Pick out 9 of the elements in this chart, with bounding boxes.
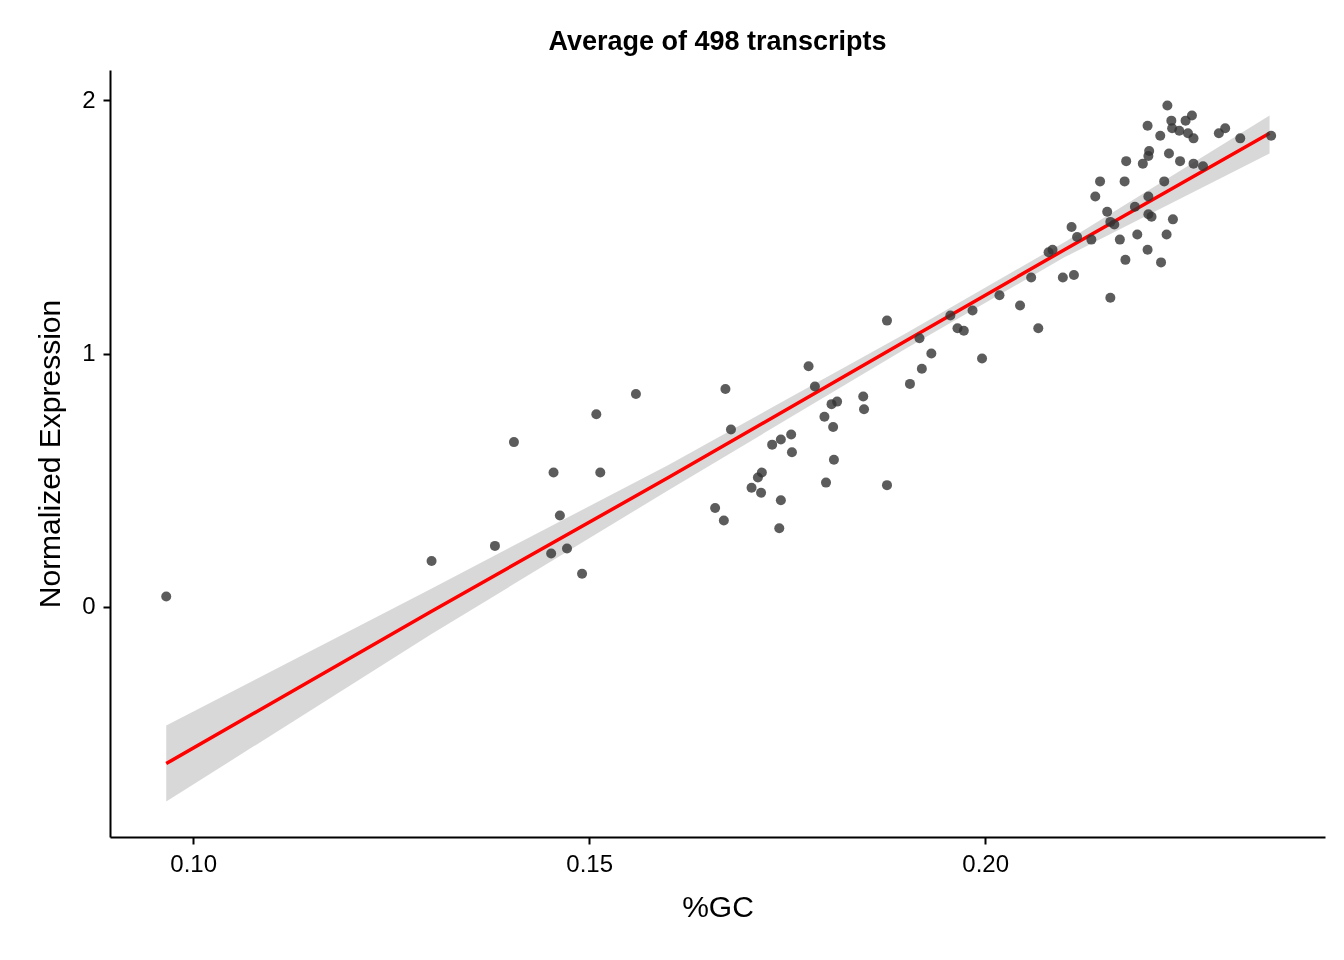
x-tick-label: 0.10 <box>170 849 218 877</box>
y-axis-title: Normalized Expression <box>33 299 67 609</box>
x-tick-label: 0.15 <box>566 849 614 877</box>
y-tick-label: 0 <box>82 592 96 620</box>
chart-title: Average of 498 transcripts <box>548 26 887 56</box>
x-axis-title: %GC <box>682 889 754 923</box>
y-tick-label: 1 <box>82 339 96 367</box>
y-tick-label: 2 <box>82 85 96 113</box>
x-tick-label: 0.20 <box>962 849 1010 877</box>
